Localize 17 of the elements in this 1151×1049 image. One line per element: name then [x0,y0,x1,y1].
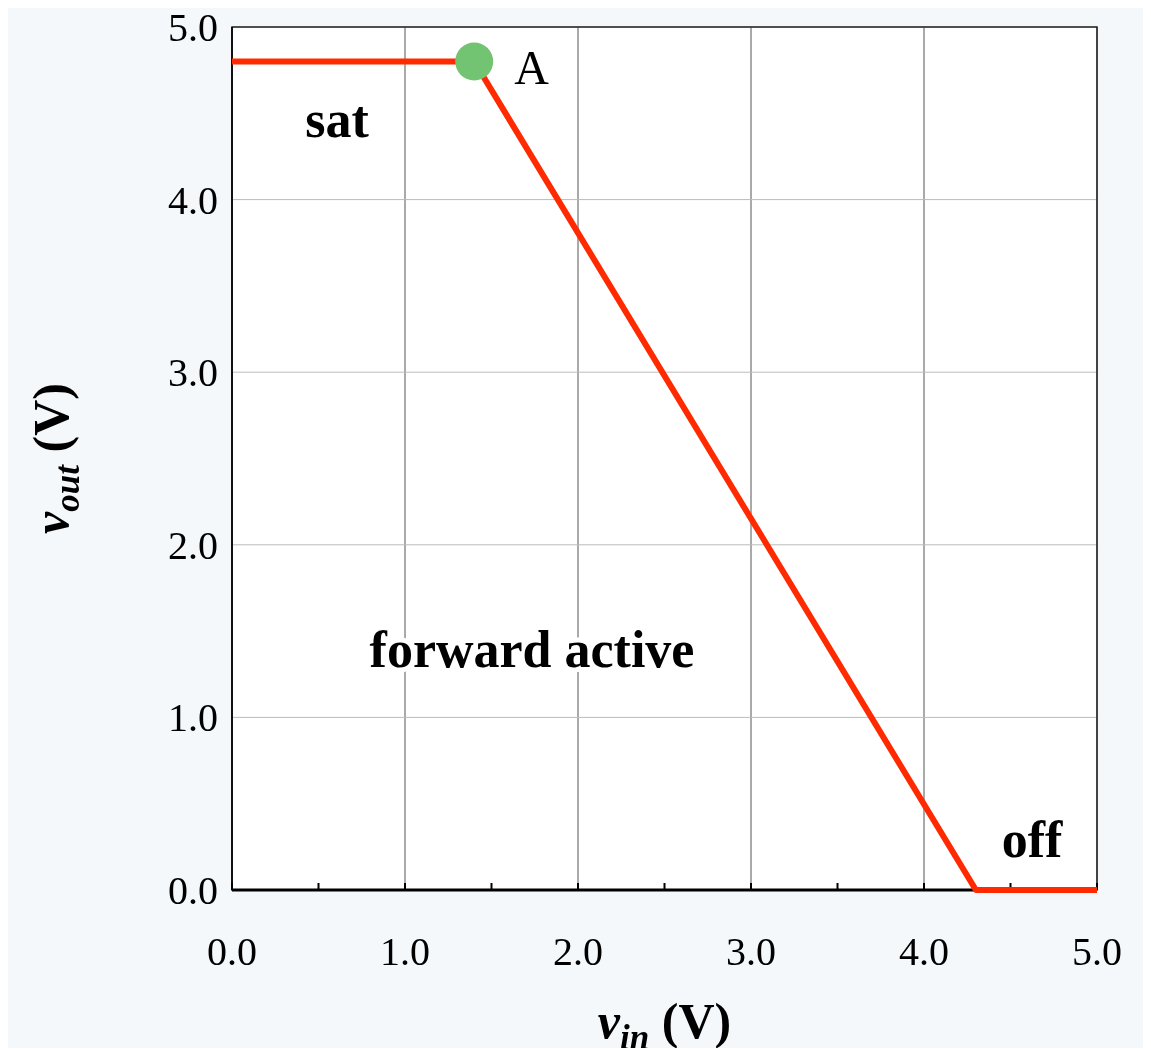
x-tick-label: 1.0 [380,929,430,974]
y-tick-label: 0.0 [168,868,218,913]
x-tick-label: 4.0 [899,929,949,974]
y-tick-label: 1.0 [168,695,218,741]
annotation: forward active [369,621,695,678]
annotation: off [1001,811,1063,868]
x-tick-label: 5.0 [1072,929,1122,974]
y-tick-label: 3.0 [168,350,218,396]
y-tick-label: 2.0 [168,522,218,568]
y-tick-label: 4.0 [168,177,218,223]
x-tick-label: 0.0 [207,929,257,974]
x-axis-title: v$_{in}$ (V) [597,993,732,1049]
x-tick-label: 3.0 [726,929,776,974]
annotation: sat [305,91,370,148]
x-tick-label: 2.0 [553,929,603,974]
y-tick-label: 5.0 [168,5,218,50]
annotation: A [514,40,550,94]
